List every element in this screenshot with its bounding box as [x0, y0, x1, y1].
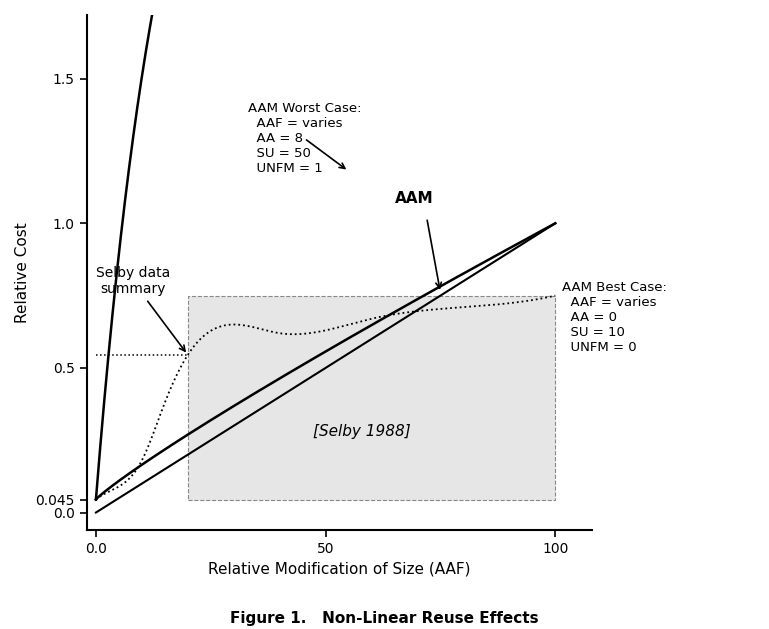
- Text: AAM Best Case:
  AAF = varies
  AA = 0
  SU = 10
  UNFM = 0: AAM Best Case: AAF = varies AA = 0 SU = …: [562, 281, 667, 354]
- Text: Selby data
summary: Selby data summary: [95, 266, 185, 351]
- X-axis label: Relative Modification of Size (AAF): Relative Modification of Size (AAF): [208, 561, 471, 576]
- Text: Figure 1.   Non-Linear Reuse Effects: Figure 1. Non-Linear Reuse Effects: [230, 611, 539, 626]
- Y-axis label: Relative Cost: Relative Cost: [15, 222, 30, 323]
- Text: [Selby 1988]: [Selby 1988]: [314, 424, 411, 439]
- Bar: [188, 296, 555, 499]
- Text: AAM Worst Case:
  AAF = varies
  AA = 8
  SU = 50
  UNFM = 1: AAM Worst Case: AAF = varies AA = 8 SU =…: [248, 102, 361, 175]
- Text: AAM: AAM: [394, 191, 433, 206]
